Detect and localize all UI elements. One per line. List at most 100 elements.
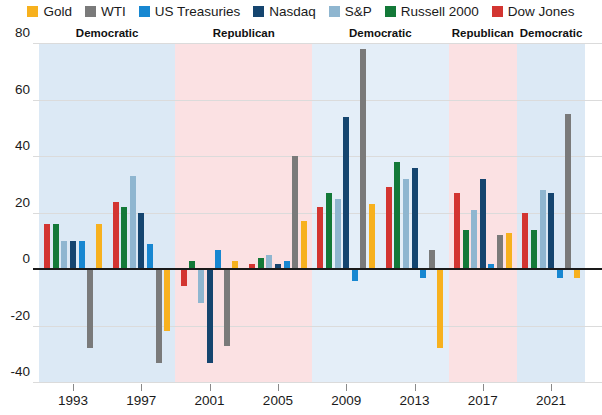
legend-label: WTI (101, 4, 126, 19)
x-tick-2021 (551, 384, 552, 391)
legend-item-us-treasuries: US Treasuries (139, 4, 241, 19)
era-label-democratic: Democratic (520, 27, 583, 39)
x-axis-label-2021: 2021 (536, 393, 566, 408)
bar-us-treasuries-2009 (352, 269, 358, 280)
y-axis-label-60: 60 (0, 82, 30, 97)
bar-gold-1993 (96, 224, 102, 269)
era-label-democratic: Democratic (76, 27, 139, 39)
bar-chart-asset-returns-by-presidential-term: Gold WTI US Treasuries Nasdaq S&P Russell 200… (0, 0, 602, 415)
bar-s-p-2021 (540, 190, 546, 269)
bar-us-treasuries-2013 (420, 269, 426, 277)
bar-us-treasuries-1997 (147, 244, 153, 269)
bar-s-p-1993 (61, 241, 67, 269)
era-label-republican: Republican (452, 27, 514, 39)
bar-nasdaq-2021 (548, 193, 554, 269)
bar-dow-jones-1993 (44, 224, 50, 269)
bar-wti-1997 (156, 269, 162, 362)
legend-label: US Treasuries (155, 4, 241, 19)
legend-swatch-icon (492, 6, 503, 17)
y-axis-label-20: 20 (0, 195, 30, 210)
bar-gold-2017 (506, 233, 512, 270)
y-axis-label--40: -40 (0, 364, 30, 379)
bar-s-p-2017 (471, 210, 477, 269)
x-axis-label-2001: 2001 (195, 393, 225, 408)
bar-russell-2000-1997 (121, 207, 127, 269)
legend-swatch-icon (85, 6, 96, 17)
y-axis-label-0: 0 (0, 251, 30, 266)
x-tick-2017 (483, 384, 484, 391)
bar-s-p-2001 (198, 269, 204, 303)
bar-nasdaq-1993 (70, 241, 76, 269)
legend-swatch-icon (253, 6, 264, 17)
legend-item-s-p: S&P (329, 4, 372, 19)
bar-gold-2013 (437, 269, 443, 348)
x-tick-2001 (210, 384, 211, 391)
x-tick-2013 (415, 384, 416, 391)
bar-wti-2005 (292, 156, 298, 269)
legend-swatch-icon (27, 6, 38, 17)
x-tick-2005 (278, 384, 279, 391)
legend-item-russell-2000: Russell 2000 (385, 4, 479, 19)
bar-wti-2001 (224, 269, 230, 345)
bar-dow-jones-2001 (181, 269, 187, 286)
gridline-y--40 (33, 382, 602, 383)
x-tick-1997 (141, 384, 142, 391)
bar-wti-2017 (497, 235, 503, 269)
bar-russell-2000-1993 (53, 224, 59, 269)
bar-dow-jones-2013 (386, 187, 392, 269)
bar-s-p-2005 (266, 255, 272, 269)
legend-swatch-icon (329, 6, 340, 17)
y-axis-label--20: -20 (0, 308, 30, 323)
bar-gold-1997 (164, 269, 170, 331)
x-axis-label-2013: 2013 (399, 393, 429, 408)
bar-russell-2000-2017 (463, 230, 469, 270)
y-axis-label-80: 80 (0, 25, 30, 40)
era-label-democratic: Democratic (349, 27, 412, 39)
bar-russell-2000-2021 (531, 230, 537, 270)
x-axis-label-2009: 2009 (331, 393, 361, 408)
bar-dow-jones-2017 (454, 193, 460, 269)
bar-wti-2013 (429, 250, 435, 270)
legend-label: Gold (43, 4, 72, 19)
chart-legend: Gold WTI US Treasuries Nasdaq S&P Russell 200… (0, 2, 602, 20)
legend-label: Dow Jones (508, 4, 575, 19)
x-axis-label-2017: 2017 (468, 393, 498, 408)
legend-item-wti: WTI (85, 4, 126, 19)
gridline-y-40 (33, 156, 602, 157)
bar-us-treasuries-1993 (79, 241, 85, 269)
era-label-republican: Republican (213, 27, 275, 39)
bar-nasdaq-2001 (207, 269, 213, 362)
bar-us-treasuries-2001 (215, 250, 221, 270)
bar-s-p-2013 (403, 179, 409, 269)
gridline-y-60 (33, 100, 602, 101)
x-axis-label-2005: 2005 (263, 393, 293, 408)
legend-swatch-icon (139, 6, 150, 17)
x-axis-zero-line (33, 268, 602, 270)
x-tick-1993 (73, 384, 74, 391)
legend-swatch-icon (385, 6, 396, 17)
bar-nasdaq-1997 (138, 213, 144, 269)
y-axis-label-40: 40 (0, 138, 30, 153)
bar-gold-2005 (301, 221, 307, 269)
legend-label: S&P (345, 4, 372, 19)
gridline-y-80 (33, 43, 602, 44)
bar-wti-1993 (87, 269, 93, 348)
legend-label: Nasdaq (269, 4, 316, 19)
bar-gold-2009 (369, 204, 375, 269)
legend-item-gold: Gold (27, 4, 72, 19)
gridline-y--20 (33, 326, 602, 327)
x-axis-label-1997: 1997 (126, 393, 156, 408)
bar-s-p-1997 (130, 176, 136, 269)
legend-label: Russell 2000 (401, 4, 479, 19)
bar-wti-2009 (360, 49, 366, 269)
x-tick-2009 (346, 384, 347, 391)
bar-nasdaq-2009 (343, 117, 349, 270)
legend-item-dow-jones: Dow Jones (492, 4, 575, 19)
bar-dow-jones-1997 (113, 202, 119, 270)
bar-wti-2021 (565, 114, 571, 269)
bar-nasdaq-2017 (480, 179, 486, 269)
bar-gold-2021 (574, 269, 580, 277)
bar-russell-2000-2009 (326, 193, 332, 269)
bar-us-treasuries-2021 (557, 269, 563, 277)
legend-item-nasdaq: Nasdaq (253, 4, 316, 19)
